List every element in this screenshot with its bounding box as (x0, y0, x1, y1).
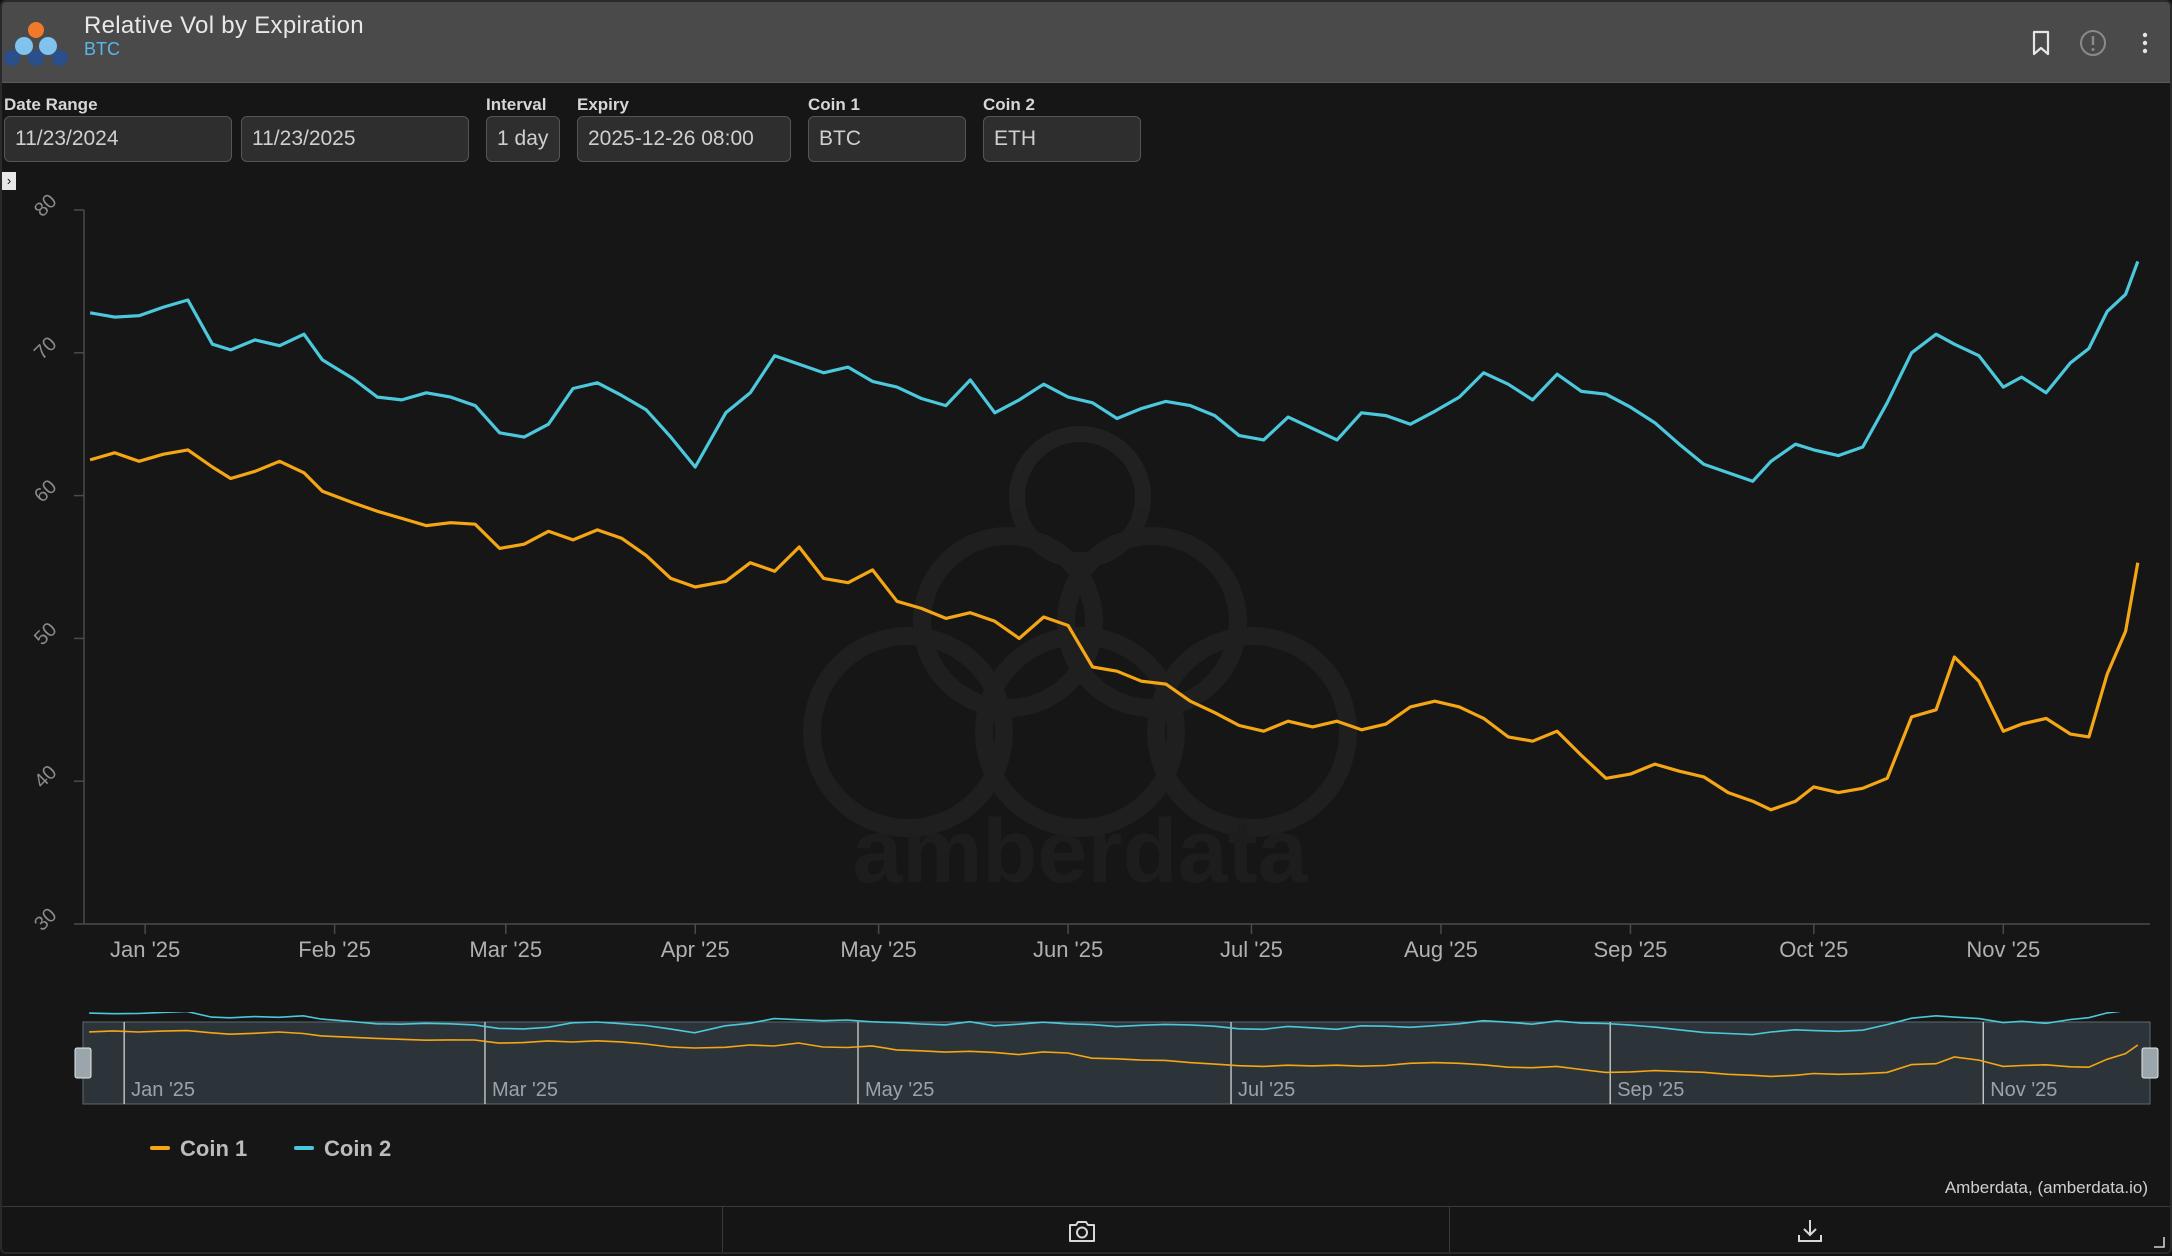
legend-item-coin-2[interactable]: Coin 2 (294, 1136, 391, 1162)
x-tick-label: Jan '25 (110, 937, 180, 962)
widget-subtitle: BTC (84, 39, 120, 59)
expand-chevron-icon[interactable]: › (2, 172, 16, 190)
x-tick-label: Sep '25 (1593, 937, 1667, 962)
coin2-select[interactable]: ETH (983, 116, 1141, 162)
x-tick-label: Jul '25 (1220, 937, 1283, 962)
x-tick-label: Jun '25 (1033, 937, 1103, 962)
x-tick-label: Nov '25 (1966, 937, 2040, 962)
series-line-coin-2[interactable] (89, 260, 2140, 483)
widget-header: Relative Vol by Expiration BTC (2, 2, 2170, 83)
footer-divider (722, 1207, 723, 1252)
credit-text: Amberdata, (amberdata.io) (1944, 1178, 2148, 1197)
y-tick-label: 70 (30, 333, 61, 364)
y-tick-label: 50 (30, 619, 61, 650)
date-to-input[interactable]: 11/23/2025 (241, 116, 469, 162)
x-tick-label: Oct '25 (1779, 937, 1848, 962)
interval-label: Interval (486, 95, 547, 114)
bookmark-icon[interactable] (2026, 28, 2056, 58)
resize-handle-icon[interactable] (2152, 1235, 2166, 1249)
expiry-select[interactable]: 2025-12-26 08:00 (577, 116, 791, 162)
coin2-label: Coin 2 (983, 95, 1035, 114)
amberdata-watermark: amberdata (803, 426, 1357, 902)
x-tick-label: Feb '25 (298, 937, 371, 962)
y-tick-label: 30 (30, 904, 61, 935)
widget-title: Relative Vol by Expiration (84, 12, 364, 39)
footer-divider (1449, 1207, 1450, 1252)
navigator-tick-label: Nov '25 (1990, 1079, 2057, 1101)
info-icon[interactable] (2078, 28, 2108, 58)
legend-swatch (294, 1146, 314, 1151)
coin1-select[interactable]: BTC (808, 116, 966, 162)
navigator-tick-label: Jan '25 (131, 1079, 195, 1101)
main-chart: amberdata 30 40 50 60 70 80 Jan '25 Feb '25 Mar … (30, 192, 2150, 962)
legend-item-coin-1[interactable]: Coin 1 (150, 1136, 247, 1162)
navigator-tick-label: May '25 (865, 1079, 934, 1101)
y-tick-label: 60 (30, 476, 61, 507)
legend-label: Coin 2 (324, 1136, 392, 1161)
legend-swatch (150, 1146, 170, 1151)
camera-icon[interactable] (1066, 1217, 1098, 1245)
navigator-tick-label: Jul '25 (1238, 1079, 1295, 1101)
y-tick-label: 40 (30, 761, 61, 792)
series-line-coin-1[interactable] (89, 448, 2140, 812)
navigator-handle-left[interactable] (74, 1047, 92, 1079)
date-from-input[interactable]: 11/23/2024 (4, 116, 232, 162)
navigator-series-line (89, 1029, 2139, 1078)
x-tick-label: Aug '25 (1404, 937, 1478, 962)
navigator-tick-label: Mar '25 (492, 1079, 558, 1101)
legend-label: Coin 1 (180, 1136, 248, 1161)
interval-select[interactable]: 1 day (486, 116, 560, 162)
navigator-series-line (89, 1012, 2122, 1036)
navigator-window[interactable] (82, 1021, 2151, 1105)
navigator-handle-right[interactable] (2141, 1047, 2159, 1079)
download-icon[interactable] (1794, 1217, 1826, 1245)
x-tick-label: Apr '25 (661, 937, 730, 962)
amberdata-logo-icon (4, 22, 68, 66)
expiry-label: Expiry (577, 95, 629, 114)
date-range-label: Date Range (4, 95, 98, 114)
x-tick-label: Mar '25 (469, 937, 542, 962)
x-tick-label: May '25 (840, 937, 916, 962)
range-navigator[interactable]: Jan '25 Mar '25 May '25 Jul '25 Sep '25 Nov '… (2, 1012, 2170, 1112)
y-tick-label: 80 (30, 192, 61, 221)
watermark-text: amberdata (852, 802, 1308, 902)
navigator-tick-label: Sep '25 (1617, 1079, 1684, 1101)
more-vertical-icon[interactable] (2130, 28, 2160, 58)
widget-footer (2, 1206, 2170, 1252)
coin1-label: Coin 1 (808, 95, 860, 114)
